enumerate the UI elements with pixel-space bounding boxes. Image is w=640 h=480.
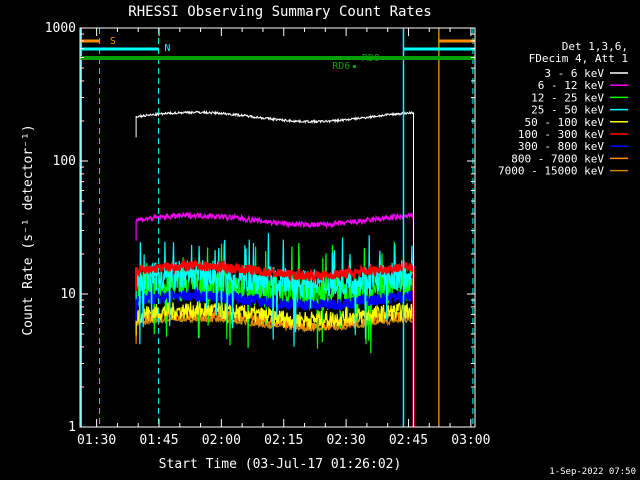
x-axis: 01:30 01:45 02:00 02:15 02:30 02:45 03:00 (77, 28, 490, 448)
plot-frame (79, 27, 476, 428)
series-line-7 (135, 307, 415, 427)
legend-label-1: 6 - 12 keV (538, 79, 605, 92)
series-line-4 (135, 301, 415, 427)
chart-title: RHESSI Observing Summary Count Rates (128, 4, 431, 20)
x-tick-label-5: 02:45 (389, 433, 428, 448)
x-tick-label-0: 01:30 (77, 433, 116, 448)
flag-label-n: N (164, 43, 170, 54)
legend-label-7: 800 - 7000 keV (511, 152, 604, 165)
legend-label-5: 100 - 300 keV (518, 128, 604, 141)
series-line-3 (135, 233, 415, 427)
series-line-5 (135, 258, 415, 427)
legend-label-4: 50 - 100 keV (525, 116, 605, 129)
y-tick-label-0: 1 (68, 420, 76, 435)
legend-label-0: 3 - 6 keV (544, 67, 604, 80)
y-tick-label-3: 1000 (45, 21, 76, 36)
x-tick-label-2: 02:00 (202, 433, 241, 448)
x-tick-label-4: 02:30 (327, 433, 366, 448)
series-line-0 (135, 109, 414, 427)
series-line-6 (135, 286, 415, 427)
flags-layer: S N RD6 RDO (80, 28, 475, 427)
y-tick-label-1: 10 (60, 287, 76, 302)
x-tick-label-3: 02:15 (264, 433, 303, 448)
legend-header-1: FDecim 4, Att 1 (529, 52, 628, 65)
rd6-marker (352, 65, 356, 68)
series-line-1 (135, 211, 415, 427)
legend-label-6: 300 - 800 keV (518, 140, 604, 153)
x-tick-label-1: 01:45 (139, 433, 178, 448)
x-tick-label-6: 03:00 (451, 433, 490, 448)
y-tick-label-2: 100 (53, 154, 76, 169)
footer-timestamp: 1-Sep-2022 07:50 (549, 467, 636, 477)
y-axis-label: Count Rate (s⁻¹ detector⁻¹) (21, 124, 36, 335)
flag-label-rd6: RD6 (332, 61, 350, 72)
series-line-8 (135, 314, 415, 427)
legend-label-3: 25 - 50 keV (531, 104, 604, 117)
legend-label-8: 7000 - 15000 keV (498, 165, 604, 178)
x-axis-label: Start Time (03-Jul-17 01:26:02) (159, 457, 402, 472)
legend-header-0: Det 1,3,6, (562, 40, 628, 53)
flag-label-s: S (110, 36, 116, 47)
flag-label-rdo: RDO (362, 53, 380, 64)
y-axis: 1 10 100 1000 (45, 21, 475, 435)
plot-area: S N RD6 RDO (79, 27, 476, 428)
legend-label-2: 12 - 25 keV (531, 91, 604, 104)
series-layer (135, 109, 415, 427)
